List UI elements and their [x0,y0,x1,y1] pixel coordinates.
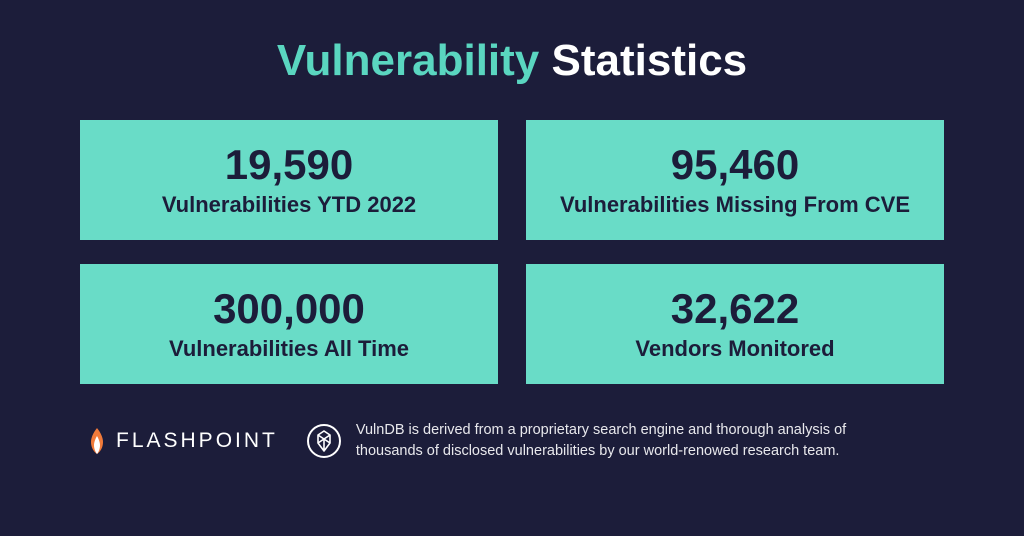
stat-card-missing-cve: 95,460 Vulnerabilities Missing From CVE [526,120,944,240]
stat-label: Vendors Monitored [635,336,834,362]
stat-value: 95,460 [671,142,799,188]
stat-label: Vulnerabilities All Time [169,336,409,362]
stat-value: 300,000 [213,286,365,332]
footer-description-wrap: VulnDB is derived from a proprietary sea… [306,420,944,461]
stat-card-ytd: 19,590 Vulnerabilities YTD 2022 [80,120,498,240]
stat-label: Vulnerabilities YTD 2022 [162,192,416,218]
title-accent-word: Vulnerability [277,36,539,85]
stats-grid: 19,590 Vulnerabilities YTD 2022 95,460 V… [80,120,944,384]
brand-name: FLASHPOINT [116,429,278,453]
badge-icon [306,423,342,459]
footer-description: VulnDB is derived from a proprietary sea… [356,420,846,461]
footer-line-2: thousands of disclosed vulnerabilities b… [356,443,840,459]
stat-card-all-time: 300,000 Vulnerabilities All Time [80,264,498,384]
footer: FLASHPOINT VulnDB is derived from a prop… [80,420,944,461]
brand-logo: FLASHPOINT [88,428,278,454]
stat-label: Vulnerabilities Missing From CVE [560,192,910,218]
stat-card-vendors: 32,622 Vendors Monitored [526,264,944,384]
title-white-word: Statistics [552,36,748,85]
stat-value: 19,590 [225,142,353,188]
flame-icon [88,428,106,454]
page-title: Vulnerability Statistics [80,36,944,86]
footer-line-1: VulnDB is derived from a proprietary sea… [356,422,846,438]
infographic-container: Vulnerability Statistics 19,590 Vulnerab… [0,0,1024,536]
stat-value: 32,622 [671,286,799,332]
